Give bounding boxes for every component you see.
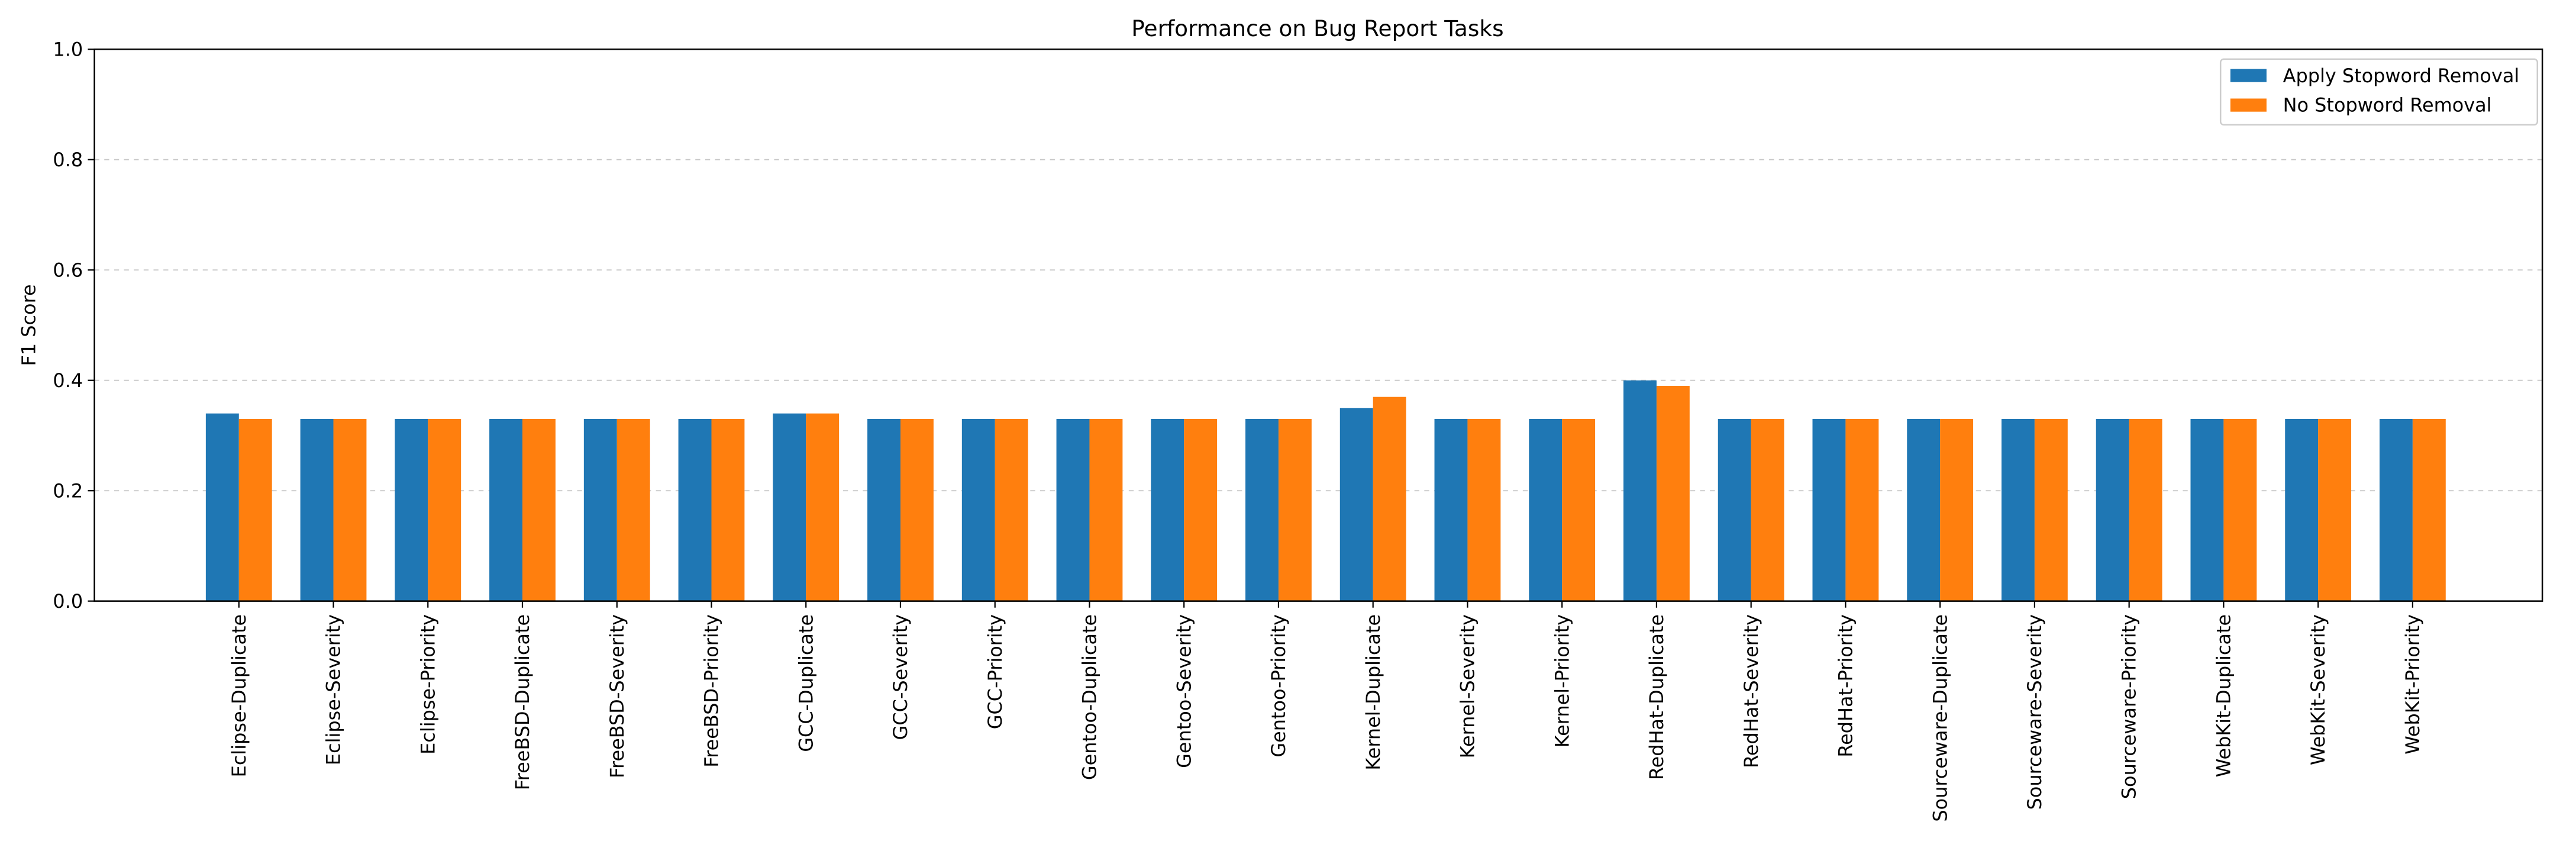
x-tick-label: GCC-Priority (984, 614, 1006, 729)
bar-no-redhat-priority (1845, 418, 1879, 601)
bar-no-gcc-severity (900, 418, 934, 601)
bar-no-eclipse-severity (333, 418, 367, 601)
bar-no-webkit-duplicate (2223, 418, 2257, 601)
legend-label-no: No Stopword Removal (2283, 94, 2492, 117)
x-tick-label: Gentoo-Duplicate (1079, 614, 1101, 780)
bar-no-kernel-duplicate (1373, 397, 1406, 601)
bar-no-sourceware-duplicate (1940, 418, 1974, 601)
bar-apply-redhat-severity (1718, 418, 1751, 601)
bar-no-kernel-severity (1467, 418, 1501, 601)
legend-label-apply: Apply Stopword Removal (2283, 65, 2520, 87)
bar-apply-webkit-duplicate (2190, 418, 2224, 601)
y-tick-label: 0.0 (53, 590, 83, 613)
x-tick-label: Kernel-Severity (1457, 614, 1479, 759)
x-tick-label: Sourceware-Severity (2023, 614, 2046, 810)
bar-no-webkit-priority (2412, 418, 2446, 601)
bar-no-gentoo-priority (1278, 418, 1312, 601)
bar-no-gentoo-duplicate (1089, 418, 1123, 601)
bar-apply-freebsd-severity (583, 418, 617, 601)
x-tick-label: Sourceware-Duplicate (1929, 614, 1951, 822)
bar-apply-gentoo-duplicate (1056, 418, 1090, 601)
x-tick-label: WebKit-Duplicate (2212, 614, 2235, 777)
plot-frame (93, 49, 2543, 602)
bar-apply-eclipse-severity (300, 418, 334, 601)
bar-apply-kernel-duplicate (1339, 408, 1373, 601)
x-tick-label: RedHat-Priority (1835, 614, 1857, 758)
x-tick-label: GCC-Duplicate (795, 614, 817, 752)
bar-apply-kernel-severity (1434, 418, 1468, 601)
x-tick-label: RedHat-Duplicate (1645, 614, 1668, 780)
bar-apply-eclipse-duplicate (205, 413, 239, 601)
x-tick-label: Sourceware-Priority (2118, 614, 2141, 799)
bar-apply-gcc-severity (867, 418, 900, 601)
y-tick-label: 0.6 (53, 259, 83, 281)
bar-no-kernel-priority (1562, 418, 1596, 601)
legend: Apply Stopword Removal No Stopword Remov… (2219, 58, 2539, 126)
y-tick-label: 0.8 (53, 149, 83, 171)
x-tick-label: Eclipse-Priority (417, 614, 439, 755)
bar-apply-redhat-duplicate (1623, 380, 1657, 601)
x-tick-label: Gentoo-Severity (1173, 614, 1195, 768)
bars (205, 380, 2446, 601)
x-tick-label: FreeBSD-Severity (606, 614, 628, 778)
bar-apply-gentoo-severity (1151, 418, 1184, 601)
bar-apply-gcc-duplicate (773, 413, 806, 601)
bar-no-sourceware-priority (2129, 418, 2162, 601)
bar-no-redhat-severity (1751, 418, 1784, 601)
x-tick-label: FreeBSD-Priority (701, 614, 723, 768)
x-tick-label: Kernel-Priority (1551, 614, 1573, 747)
x-tick-label: RedHat-Severity (1740, 614, 1762, 768)
x-tick-label: Gentoo-Priority (1267, 614, 1290, 758)
bar-apply-sourceware-priority (2096, 418, 2129, 601)
bar-no-sourceware-severity (2034, 418, 2068, 601)
y-ticks: 0.0 0.2 0.4 0.6 0.8 1.0 (53, 38, 95, 613)
bar-apply-freebsd-duplicate (489, 418, 523, 601)
y-tick-label: 0.2 (53, 479, 83, 502)
bar-apply-webkit-priority (2379, 418, 2413, 601)
bar-apply-freebsd-priority (678, 418, 712, 601)
bar-apply-eclipse-priority (395, 418, 428, 601)
legend-swatch-apply (2230, 69, 2267, 82)
chart-title: Performance on Bug Report Tasks (1131, 15, 1503, 41)
x-tick-label: WebKit-Severity (2307, 614, 2329, 765)
bar-apply-kernel-priority (1529, 418, 1563, 601)
bar-apply-sourceware-duplicate (1907, 418, 1941, 601)
bar-no-freebsd-duplicate (522, 418, 556, 601)
x-ticks: Eclipse-Duplicate Eclipse-Severity Eclipse… (228, 601, 2424, 822)
bar-no-gcc-duplicate (806, 413, 840, 601)
bar-apply-redhat-priority (1812, 418, 1846, 601)
bar-no-eclipse-duplicate (238, 418, 272, 601)
bar-no-freebsd-severity (616, 418, 650, 601)
y-tick-label: 0.4 (53, 369, 83, 392)
bar-no-gcc-priority (995, 418, 1028, 601)
bar-no-redhat-duplicate (1656, 386, 1690, 601)
x-tick-label: Eclipse-Severity (322, 614, 345, 765)
bar-no-webkit-severity (2318, 418, 2352, 601)
bar-no-gentoo-severity (1184, 418, 1218, 601)
y-tick-label: 1.0 (53, 38, 83, 60)
bar-no-eclipse-priority (428, 418, 461, 601)
bar-no-freebsd-priority (711, 418, 745, 601)
x-tick-label: Kernel-Duplicate (1362, 614, 1384, 771)
bar-apply-webkit-severity (2285, 418, 2319, 601)
bar-apply-sourceware-severity (2001, 418, 2035, 601)
x-tick-label: GCC-Severity (889, 614, 912, 740)
bar-apply-gcc-priority (961, 418, 995, 601)
x-tick-label: Eclipse-Duplicate (228, 614, 250, 777)
x-tick-label: FreeBSD-Duplicate (511, 614, 534, 790)
legend-box (2219, 58, 2539, 126)
x-tick-label: WebKit-Priority (2401, 614, 2424, 755)
y-axis-label: F1 Score (18, 284, 40, 366)
legend-swatch-no (2230, 98, 2267, 112)
bar-apply-gentoo-priority (1245, 418, 1279, 601)
